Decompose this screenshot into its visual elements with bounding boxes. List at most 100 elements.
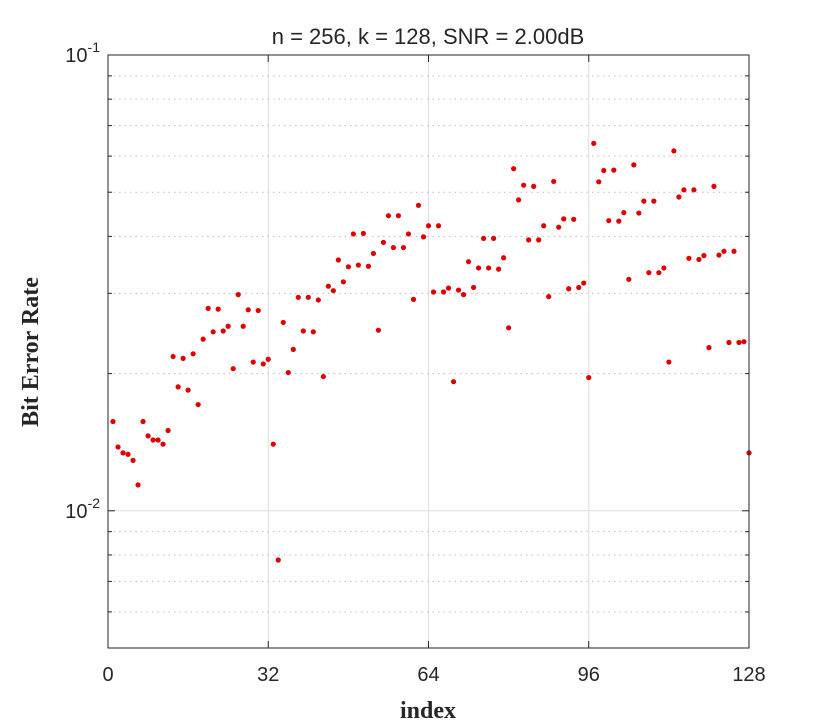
data-point bbox=[591, 140, 597, 146]
data-point bbox=[420, 234, 427, 240]
data-point bbox=[566, 286, 572, 292]
data-point bbox=[556, 224, 562, 230]
data-point bbox=[280, 319, 286, 326]
data-point bbox=[315, 297, 321, 303]
data-point bbox=[706, 345, 712, 351]
data-point bbox=[400, 244, 407, 251]
data-point bbox=[310, 329, 316, 335]
x-tick-label: 32 bbox=[257, 664, 279, 686]
data-point bbox=[395, 213, 402, 219]
data-point bbox=[200, 336, 206, 342]
data-point bbox=[686, 255, 692, 261]
data-point bbox=[410, 296, 417, 302]
data-point bbox=[250, 359, 256, 365]
data-point bbox=[415, 202, 422, 208]
data-point bbox=[450, 379, 457, 385]
data-point bbox=[440, 289, 447, 295]
data-point bbox=[215, 306, 221, 312]
data-point bbox=[470, 284, 477, 291]
data-point bbox=[375, 327, 382, 333]
data-point bbox=[360, 230, 366, 237]
data-point bbox=[641, 198, 647, 204]
data-point bbox=[601, 167, 607, 174]
data-point bbox=[676, 194, 682, 200]
data-point bbox=[220, 328, 226, 334]
data-point bbox=[120, 450, 126, 456]
data-point bbox=[225, 323, 231, 329]
data-point bbox=[430, 289, 437, 295]
data-point bbox=[506, 325, 512, 331]
data-point bbox=[185, 387, 191, 393]
data-point bbox=[501, 255, 507, 261]
data-point bbox=[546, 294, 552, 300]
y-tick-label: 10-2 bbox=[65, 495, 100, 523]
data-point bbox=[390, 244, 397, 251]
data-point bbox=[571, 216, 577, 222]
data-point bbox=[435, 223, 442, 229]
data-point bbox=[340, 279, 346, 285]
data-point bbox=[145, 433, 151, 439]
data-point bbox=[666, 359, 672, 365]
data-point bbox=[350, 231, 356, 237]
data-point bbox=[345, 264, 351, 270]
data-point bbox=[335, 257, 341, 263]
data-point bbox=[465, 259, 472, 265]
data-point bbox=[491, 235, 497, 241]
data-point bbox=[726, 339, 732, 346]
data-point bbox=[260, 361, 266, 367]
data-point bbox=[731, 248, 737, 254]
data-point bbox=[125, 451, 131, 457]
data-point bbox=[155, 437, 161, 443]
data-point bbox=[741, 339, 747, 345]
x-axis-label: index bbox=[400, 698, 456, 724]
x-tick-label: 0 bbox=[102, 664, 113, 686]
data-point bbox=[370, 250, 377, 257]
data-point bbox=[606, 218, 612, 224]
data-point bbox=[621, 210, 627, 216]
data-point bbox=[365, 263, 372, 269]
data-point bbox=[195, 401, 201, 408]
data-point bbox=[285, 369, 291, 376]
data-point bbox=[716, 252, 722, 258]
data-point bbox=[275, 557, 281, 563]
data-point bbox=[616, 218, 622, 224]
data-point bbox=[526, 237, 532, 243]
data-point bbox=[300, 328, 306, 334]
data-point bbox=[736, 339, 742, 346]
data-point bbox=[551, 178, 557, 185]
data-point bbox=[240, 323, 246, 329]
data-point bbox=[425, 223, 432, 229]
data-point bbox=[235, 292, 241, 298]
data-point bbox=[485, 265, 492, 271]
data-point bbox=[521, 182, 527, 188]
data-point bbox=[445, 285, 452, 291]
data-point bbox=[460, 292, 467, 298]
data-point bbox=[320, 373, 326, 380]
data-point bbox=[586, 374, 592, 381]
data-point bbox=[380, 239, 387, 246]
data-point bbox=[711, 183, 717, 189]
data-point bbox=[576, 284, 582, 291]
data-point bbox=[180, 355, 186, 361]
data-point bbox=[385, 213, 392, 219]
data-point bbox=[355, 262, 361, 268]
data-point bbox=[325, 283, 331, 289]
data-point bbox=[646, 270, 652, 276]
data-point bbox=[270, 441, 276, 447]
data-point bbox=[596, 179, 602, 185]
data-point bbox=[115, 444, 121, 450]
data-point bbox=[581, 280, 587, 286]
data-point bbox=[305, 294, 311, 300]
data-point bbox=[721, 248, 727, 254]
data-point bbox=[531, 183, 537, 189]
data-point bbox=[661, 265, 667, 271]
data-point bbox=[295, 294, 301, 300]
data-point bbox=[651, 198, 657, 204]
data-point bbox=[631, 162, 637, 168]
axis-ticks: 0 32 64 96 128 10-2 10-1 bbox=[65, 39, 765, 686]
data-point bbox=[511, 166, 517, 172]
y-tick-label: 10-1 bbox=[65, 39, 100, 67]
data-point bbox=[636, 210, 642, 216]
data-point bbox=[230, 366, 236, 372]
data-point bbox=[135, 482, 141, 488]
